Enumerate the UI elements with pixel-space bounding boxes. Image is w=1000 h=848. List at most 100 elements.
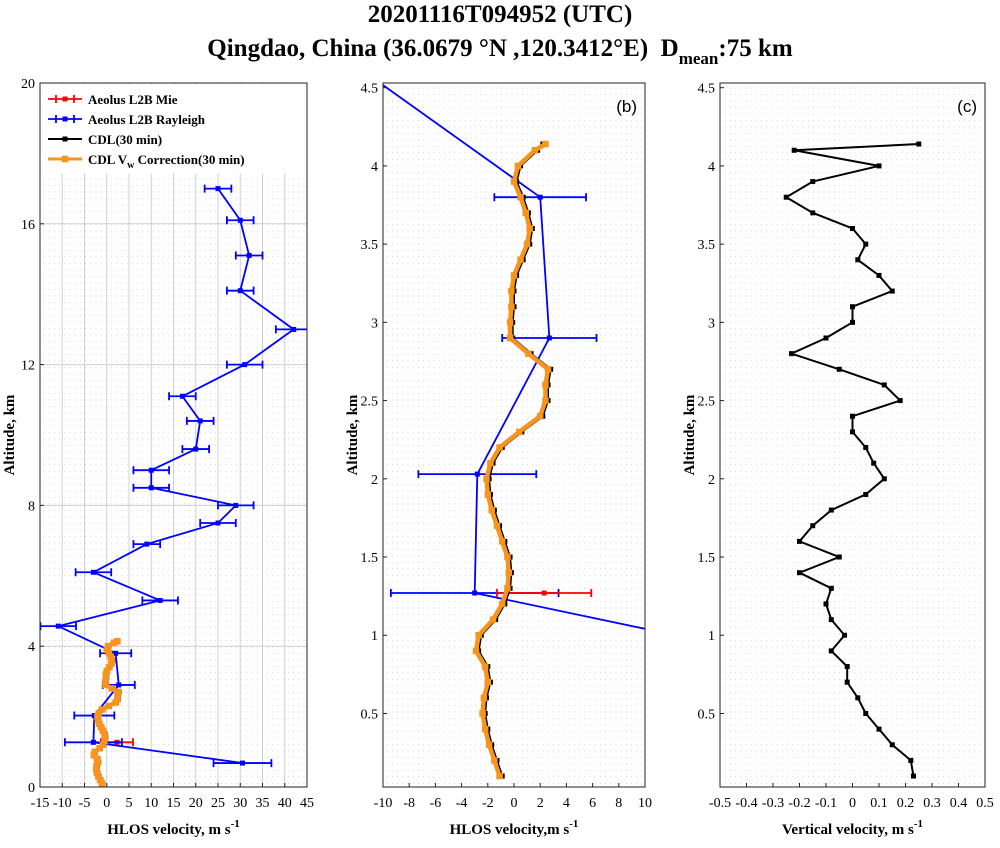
x-tick-label: 5	[126, 796, 133, 811]
y-tick-label: 16	[21, 218, 35, 233]
marker	[93, 762, 100, 770]
marker	[498, 538, 506, 545]
marker	[479, 710, 486, 717]
marker	[797, 570, 802, 576]
y-tick-label: 20	[21, 77, 35, 92]
x-tick-label: 8	[615, 796, 622, 811]
x-tick-label: 25	[211, 796, 225, 811]
marker	[916, 141, 922, 147]
text-part: -1	[569, 818, 578, 830]
y-tick-label: 4.5	[361, 82, 379, 97]
marker	[876, 163, 882, 169]
marker	[105, 702, 112, 710]
marker	[836, 554, 842, 560]
marker	[488, 506, 495, 514]
legend-marker	[62, 116, 68, 122]
y-tick-label: 1.5	[698, 551, 716, 566]
marker	[115, 688, 122, 696]
marker	[90, 739, 96, 745]
marker	[95, 773, 102, 780]
marker	[484, 491, 492, 498]
y-tick-label: 0	[28, 781, 35, 796]
marker	[97, 723, 105, 731]
marker	[291, 326, 297, 332]
marker	[157, 597, 163, 603]
y-axis-label: Altitude, km	[2, 394, 18, 475]
y-tick-label: 1	[371, 629, 378, 644]
marker	[102, 674, 110, 682]
data-layer	[40, 184, 307, 787]
y-tick-label: 3	[371, 316, 378, 331]
marker	[517, 256, 524, 264]
marker	[474, 471, 480, 477]
series-line	[55, 188, 296, 764]
marker	[475, 631, 482, 639]
marker	[546, 335, 552, 341]
error-bar	[319, 73, 424, 81]
marker	[94, 716, 102, 724]
axes-frame	[382, 82, 646, 788]
marker	[493, 522, 501, 529]
text-part: -1	[914, 818, 923, 830]
marker	[193, 446, 199, 452]
text-part: Correction(30 min)	[134, 152, 244, 167]
marker	[541, 590, 547, 596]
marker	[485, 741, 493, 749]
x-tick-label: -2	[482, 796, 494, 811]
marker	[525, 350, 532, 357]
marker	[510, 178, 518, 185]
marker	[506, 319, 514, 326]
legend-marker	[62, 136, 68, 142]
minor-grid	[720, 83, 985, 787]
marker	[55, 623, 61, 629]
marker	[101, 734, 109, 741]
marker	[91, 748, 98, 756]
panel-label: (b)	[616, 97, 637, 116]
x-tick-label: 45	[300, 796, 314, 811]
text-part: Qingdao, China (36.0679 °N ,120.3412°E) …	[207, 35, 678, 62]
marker	[863, 710, 869, 716]
marker	[504, 585, 511, 592]
x-tick-label: -6	[430, 796, 442, 811]
legend-label: Aeolus L2B Rayleigh	[88, 112, 206, 127]
marker	[498, 600, 506, 608]
panel: -10 -8 -6 -4 -2 0 2 4 6 8 10 0.5 1 1.5 2 2.5 3 3.5 4 4.5 (b)…	[319, 73, 652, 838]
marker	[828, 648, 834, 654]
legend-marker	[61, 155, 69, 163]
y-tick-label: 2	[371, 473, 378, 488]
x-tick-label: 0	[849, 796, 856, 811]
y-tick-label: 1.5	[361, 551, 379, 566]
x-tick-label: -0.3	[762, 796, 784, 811]
marker	[876, 272, 882, 278]
marker	[215, 520, 221, 526]
subtitle: Qingdao, China (36.0679 °N ,120.3412°E) …	[207, 35, 793, 68]
marker	[481, 663, 489, 670]
text-part: w	[127, 160, 135, 171]
marker	[496, 444, 503, 451]
marker	[95, 720, 103, 727]
x-tick-label: 20	[189, 796, 203, 811]
marker	[107, 653, 115, 661]
y-tick-label: 4	[371, 160, 378, 175]
marker	[823, 601, 829, 607]
marker	[789, 351, 795, 357]
x-tick-label: 6	[589, 796, 596, 811]
marker	[828, 585, 834, 591]
marker	[515, 428, 523, 436]
marker	[810, 210, 816, 216]
x-tick-label: 0.4	[950, 796, 968, 811]
marker	[489, 616, 497, 623]
marker	[863, 491, 869, 497]
marker	[531, 147, 539, 154]
x-tick-label: 2	[537, 796, 544, 811]
marker	[505, 569, 513, 576]
x-tick-label: -0.5	[709, 796, 731, 811]
marker	[144, 541, 150, 547]
marker	[98, 780, 106, 787]
marker	[108, 657, 116, 664]
marker	[114, 638, 121, 645]
marker	[105, 664, 113, 671]
title: 20201116T094952 (UTC)	[368, 1, 633, 28]
marker	[876, 726, 882, 732]
marker	[94, 713, 101, 720]
